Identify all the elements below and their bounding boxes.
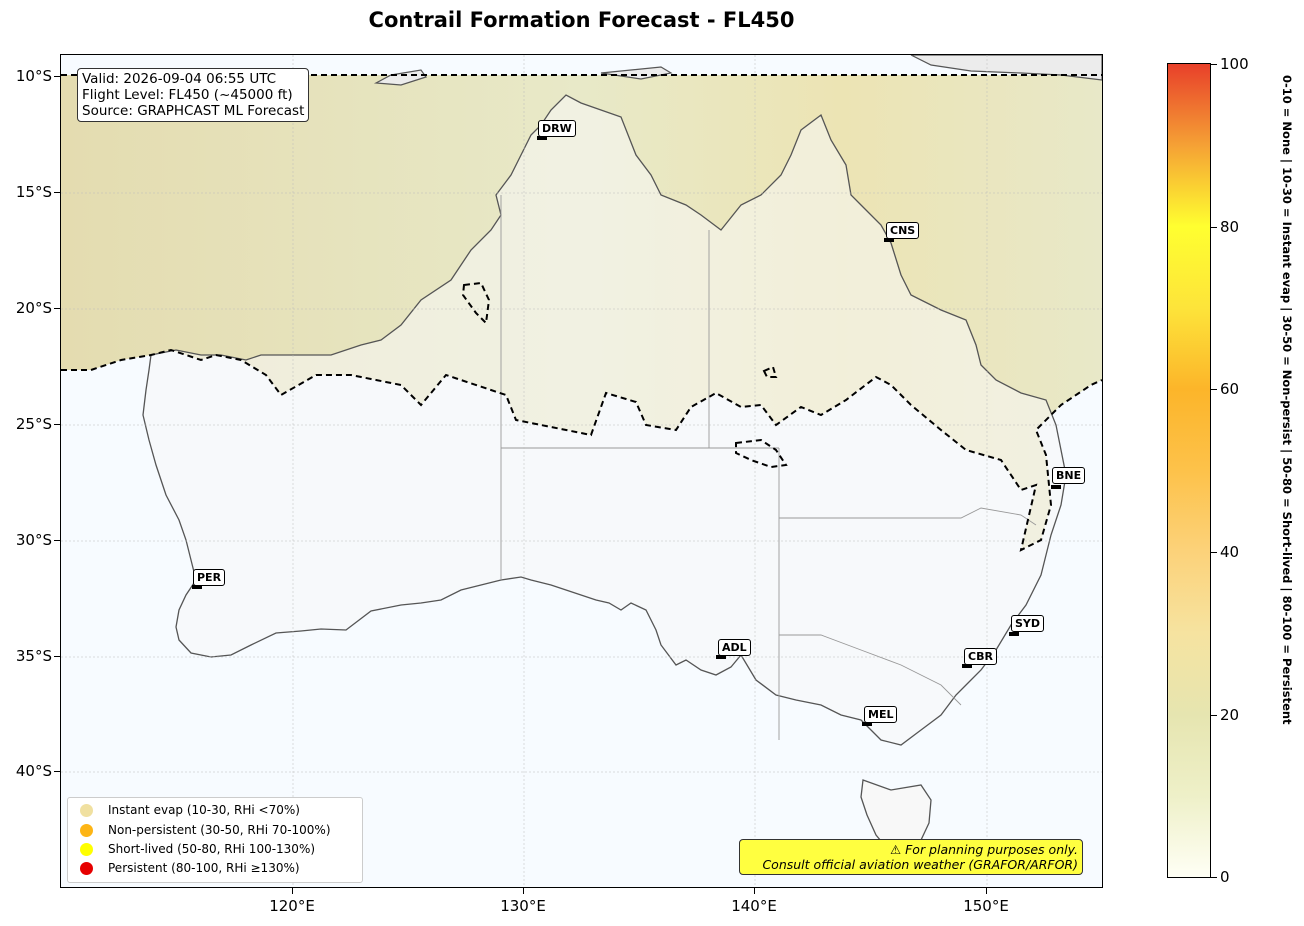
- city-marker-per: [192, 585, 202, 589]
- lon-tick: [523, 888, 524, 894]
- disclaimer-line-2: Consult official aviation weather (GRAFO…: [762, 857, 1078, 872]
- colorbar-tick: [1211, 877, 1217, 878]
- colorbar: [1167, 63, 1211, 878]
- colorbar-label-0: 0: [1220, 868, 1230, 886]
- lat-tick: [54, 656, 60, 657]
- colorbar-tick: [1211, 552, 1217, 553]
- lon-tick: [292, 888, 293, 894]
- valid-time: Valid: 2026-09-04 06:55 UTC: [82, 71, 277, 87]
- legend-swatch: [80, 804, 93, 817]
- lon-label-120e: 120°E: [269, 897, 315, 915]
- colorbar-label-20: 20: [1220, 706, 1240, 724]
- map-canvas: [61, 55, 1102, 887]
- colorbar-tick: [1211, 715, 1217, 716]
- legend-item-shortlived: Short-lived (50-80, RHi 100-130%): [80, 842, 315, 856]
- lon-label-150e: 150°E: [963, 897, 1009, 915]
- colorbar-tick: [1211, 389, 1217, 390]
- disclaimer-line-1: ⚠ For planning purposes only.: [890, 842, 1078, 857]
- city-label-syd[interactable]: SYD: [1011, 615, 1045, 632]
- timor-island: [373, 69, 427, 86]
- lat-tick: [54, 424, 60, 425]
- lat-tick: [54, 540, 60, 541]
- city-label-cbr[interactable]: CBR: [964, 648, 997, 665]
- legend-item-nonpersistent: Non-persistent (30-50, RHi 70-100%): [80, 823, 331, 837]
- city-marker-mel: [862, 722, 872, 726]
- colorbar-label-60: 60: [1220, 380, 1240, 398]
- colorbar-tick: [1211, 64, 1217, 65]
- state-borders: [500, 195, 1037, 740]
- city-marker-cbr: [962, 664, 972, 668]
- legend-item-persistent: Persistent (80-100, RHi ≥130%): [80, 861, 300, 875]
- lon-tick: [754, 888, 755, 894]
- lon-label-140e: 140°E: [731, 897, 777, 915]
- legend-label: Instant evap (10-30, RHi <70%): [108, 803, 300, 817]
- colorbar-tick: [1211, 227, 1217, 228]
- colorbar-label-40: 40: [1220, 543, 1240, 561]
- lat-label-35s: 35°S: [15, 647, 52, 665]
- colorbar-label-80: 80: [1220, 218, 1240, 236]
- lat-tick: [54, 771, 60, 772]
- chart-title: Contrail Formation Forecast - FL450: [368, 8, 795, 32]
- legend-swatch: [80, 862, 93, 875]
- lat-label-15s: 15°S: [15, 183, 52, 201]
- city-marker-syd: [1009, 632, 1019, 636]
- city-marker-bne: [1051, 485, 1061, 489]
- legend-item-instant: Instant evap (10-30, RHi <70%): [80, 803, 300, 817]
- legend-label: Short-lived (50-80, RHi 100-130%): [108, 842, 316, 856]
- flight-level: Flight Level: FL450 (~45000 ft): [82, 87, 293, 103]
- legend-label: Persistent (80-100, RHi ≥130%): [108, 861, 300, 875]
- lat-tick: [54, 308, 60, 309]
- lat-tick: [54, 192, 60, 193]
- lon-tick: [986, 888, 987, 894]
- disclaimer-box: ⚠ For planning purposes only. Consult of…: [739, 839, 1083, 875]
- lat-label-25s: 25°S: [15, 415, 52, 433]
- lat-label-20s: 20°S: [15, 299, 52, 317]
- gridlines: [61, 55, 1102, 887]
- map-legend: Instant evap (10-30, RHi <70%) Non-persi…: [67, 797, 363, 883]
- lon-label-130e: 130°E: [500, 897, 546, 915]
- map-panel[interactable]: [60, 54, 1103, 888]
- city-label-drw[interactable]: DRW: [538, 120, 576, 137]
- city-label-bne[interactable]: BNE: [1052, 467, 1086, 484]
- city-marker-drw: [537, 136, 547, 140]
- legend-swatch: [80, 824, 93, 837]
- lat-label-30s: 30°S: [15, 531, 52, 549]
- lat-label-40s: 40°S: [15, 762, 52, 780]
- city-label-adl[interactable]: ADL: [718, 639, 751, 656]
- city-label-mel[interactable]: MEL: [864, 706, 898, 723]
- data-source: Source: GRAPHCAST ML Forecast: [82, 103, 305, 119]
- city-marker-cns: [884, 238, 894, 242]
- city-marker-adl: [716, 655, 726, 659]
- legend-label: Non-persistent (30-50, RHi 70-100%): [108, 823, 331, 837]
- lat-tick: [54, 76, 60, 77]
- colorbar-label-100: 100: [1220, 55, 1249, 73]
- forecast-info-box: Valid: 2026-09-04 06:55 UTC Flight Level…: [77, 68, 310, 122]
- legend-swatch: [80, 843, 93, 856]
- colorbar-caption: 0-10 = None | 10-30 = Instant evap | 30-…: [1280, 75, 1294, 725]
- city-label-cns[interactable]: CNS: [886, 222, 920, 239]
- lat-label-10s: 10°S: [15, 67, 52, 85]
- city-label-per[interactable]: PER: [193, 569, 226, 586]
